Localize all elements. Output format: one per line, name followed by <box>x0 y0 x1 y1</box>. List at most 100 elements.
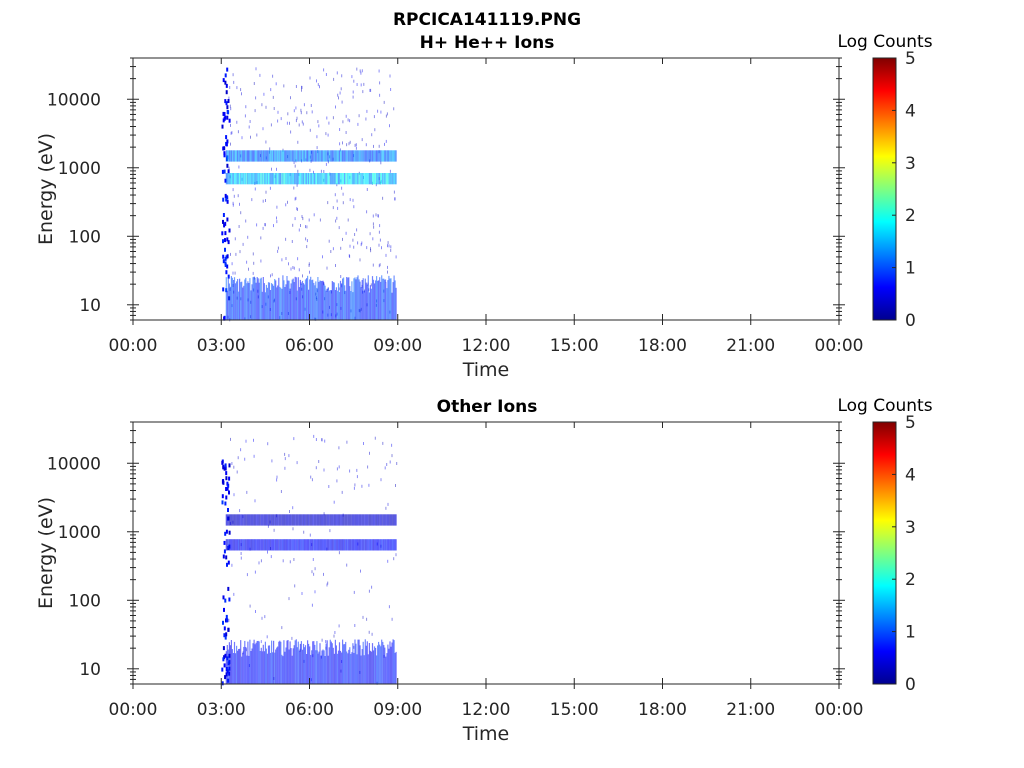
data-cell <box>262 514 264 526</box>
data-cell <box>227 173 229 185</box>
data-cell <box>321 638 323 642</box>
data-cell <box>253 539 255 551</box>
data-cell <box>229 104 231 108</box>
data-cell <box>314 644 316 684</box>
data-cell <box>284 651 286 684</box>
data-cell <box>269 173 272 185</box>
data-cell <box>302 217 304 221</box>
data-cell <box>277 119 279 123</box>
data-cell <box>349 150 351 162</box>
data-cell <box>246 283 248 320</box>
data-cell <box>271 273 273 277</box>
data-cell <box>236 514 238 526</box>
data-cell <box>380 539 382 551</box>
data-cell <box>297 277 299 320</box>
data-cell <box>276 205 278 209</box>
data-cell <box>351 173 353 185</box>
x-tick-label: 00:00 <box>109 336 158 356</box>
data-cell <box>371 173 374 185</box>
data-cell <box>224 675 227 680</box>
data-cell <box>221 169 224 174</box>
data-cell <box>261 539 263 551</box>
data-cell <box>389 173 391 185</box>
data-cell <box>259 651 261 684</box>
data-cell <box>307 275 309 320</box>
data-cell <box>332 647 334 684</box>
data-cell <box>302 539 305 551</box>
data-cell <box>266 635 268 639</box>
data-cell <box>222 287 225 292</box>
data-cell <box>245 277 247 320</box>
data-cell <box>221 681 224 686</box>
data-cell <box>345 641 347 684</box>
data-cell <box>395 287 397 320</box>
data-cell <box>329 173 331 185</box>
data-cell <box>262 199 264 203</box>
data-cell <box>264 514 266 526</box>
data-cell <box>357 173 359 185</box>
data-cell <box>349 244 351 248</box>
data-cell <box>333 173 335 185</box>
data-cell <box>248 539 250 551</box>
data-cell <box>273 224 274 228</box>
data-cell <box>324 150 326 162</box>
x-axis: 00:00 03:00 06:00 09:00 12:00 15:00 18:00 21:00… <box>109 58 864 356</box>
data-cell <box>287 112 289 116</box>
data-cell <box>291 636 293 640</box>
data-cell <box>382 641 384 684</box>
data-cell <box>288 649 290 684</box>
colorbar-tick-label: 2 <box>905 570 916 590</box>
data-cell <box>349 119 351 123</box>
data-cell <box>361 514 363 526</box>
data-cell <box>337 650 340 684</box>
data-cell <box>388 244 390 248</box>
data-cell <box>323 284 325 320</box>
data-cell <box>331 539 333 551</box>
data-cell <box>345 150 347 162</box>
data-cell <box>352 514 354 526</box>
data-cell <box>344 150 346 162</box>
data-cell <box>256 223 258 227</box>
data-cell <box>318 460 320 463</box>
data-cell <box>319 218 321 222</box>
data-cell <box>289 510 290 513</box>
data-cell <box>373 514 376 526</box>
data-cell <box>345 539 347 551</box>
data-cell <box>251 284 253 320</box>
data-cell <box>332 247 334 251</box>
data-cell <box>346 514 348 526</box>
data-cell <box>333 77 335 81</box>
data-cell <box>221 479 224 484</box>
data-cell <box>240 150 242 162</box>
data-cell <box>260 640 262 644</box>
data-cell <box>373 283 376 320</box>
data-cell <box>392 539 394 551</box>
data-cell <box>366 150 368 162</box>
colorbar-gradient <box>872 421 897 685</box>
data-cell <box>369 451 370 455</box>
data-cell <box>247 281 249 320</box>
data-cell <box>372 237 374 241</box>
data-cell <box>354 143 356 147</box>
x-tick-label: 15:00 <box>550 700 599 720</box>
data-cell <box>226 645 228 684</box>
data-cell <box>389 169 391 173</box>
data-cell <box>228 539 230 551</box>
data-cell <box>307 514 309 526</box>
data-cell <box>344 514 346 526</box>
data-cell <box>290 130 292 134</box>
data-cell <box>285 257 287 260</box>
data-cell <box>256 277 258 320</box>
data-cell <box>304 279 307 320</box>
data-cell <box>308 262 310 266</box>
data-cell <box>313 282 315 320</box>
data-cell <box>335 287 337 320</box>
data-cell <box>260 236 262 240</box>
data-cell <box>377 150 379 162</box>
data-cell <box>271 167 272 171</box>
data-cell <box>395 255 397 259</box>
x-tick-label: 18:00 <box>638 700 687 720</box>
data-cell <box>323 282 325 286</box>
data-cell <box>262 539 264 551</box>
